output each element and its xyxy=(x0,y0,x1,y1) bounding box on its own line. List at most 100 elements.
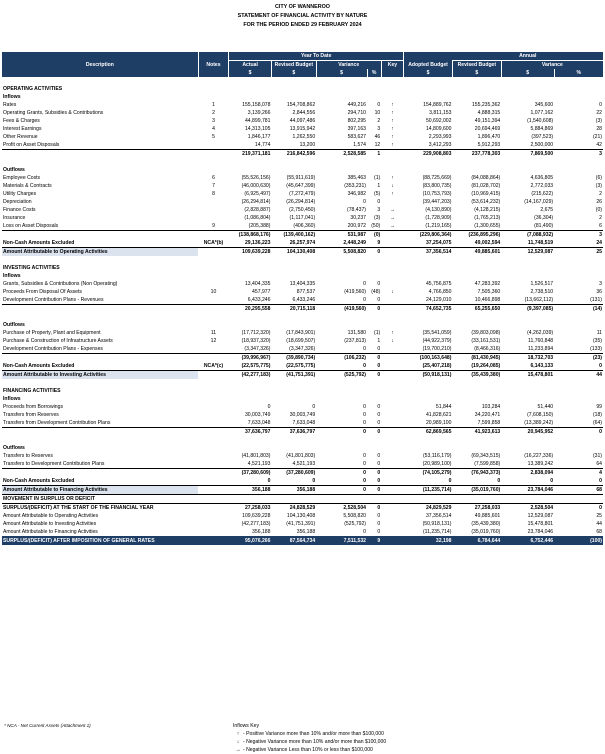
spacer-row xyxy=(2,379,603,387)
row-adopted-budget: (1,728,909) xyxy=(425,215,452,221)
row-revised-budget: 6,433,246 xyxy=(292,297,316,303)
key-item: ↓ - Negative Variance more than 10% and/o… xyxy=(233,738,386,746)
row-description: Development Contribution Plans - Revenue… xyxy=(3,297,104,303)
row-annual-variance: (215,622) xyxy=(531,191,554,197)
row-annual-variance-pct: 0 xyxy=(599,478,602,484)
row-annual-variance: (7,088,932) xyxy=(501,230,555,239)
row-revised-budget: 26,257,974 xyxy=(289,240,316,246)
row-variance: 2,528,504 xyxy=(316,503,368,512)
row-revised-budget: 216,842,596 xyxy=(271,149,317,158)
row-annual-revised-budget: 0 xyxy=(497,478,501,484)
row-revised-budget: 30,003,749 xyxy=(289,412,316,418)
row-variance-pct: 0 xyxy=(367,370,382,379)
row-annual-variance: 23,784,046 xyxy=(501,485,555,495)
row-revised-budget: (139,400,162) xyxy=(271,230,317,239)
notes-header: Notes xyxy=(197,52,229,77)
row-annual-variance-pct: 25 xyxy=(596,513,602,519)
financial-activity-table: Description Notes Year To Date Annual Ac… xyxy=(2,52,603,545)
table-row: MOVEMENT IN SURPLUS OR DEFICIT xyxy=(2,494,603,504)
row-variance: (353,231) xyxy=(344,183,367,189)
row-variance-pct: 46 xyxy=(374,134,381,140)
row-annual-variance: 1,526,517 xyxy=(530,281,554,287)
row-variance-pct: 12 xyxy=(374,142,381,148)
row-variance-pct: 0 xyxy=(367,304,382,313)
row-description: Depreciation xyxy=(3,199,32,205)
row-description: Amount Attributable to Operating Activit… xyxy=(3,513,99,519)
table-row: Outflows xyxy=(2,444,603,452)
row-annual-variance: 15,478,801 xyxy=(501,370,555,379)
row-revised-budget: (1,117,041) xyxy=(289,215,316,221)
row-annual-variance: 2,738,510 xyxy=(530,289,554,295)
row-revised-budget: 24,828,529 xyxy=(271,503,317,512)
row-note: 5 xyxy=(212,134,215,140)
row-annual-revised-budget: (39,803,098) xyxy=(471,330,501,336)
row-actual: (41,801,803) xyxy=(241,453,271,459)
row-actual: (26,294,814) xyxy=(241,199,271,205)
row-actual: (205,388) xyxy=(248,223,271,229)
table-row: Inflows xyxy=(2,272,603,280)
row-annual-revised-budget: (35,439,380) xyxy=(452,370,502,379)
row-revised-budget: 87,564,734 xyxy=(271,536,317,545)
table-row: Operating Grants, Subsidies & Contributi… xyxy=(2,109,603,117)
table-row: Non-Cash Amounts Excluded 0 0 0 0 0 0 0 0 xyxy=(2,477,603,486)
adopted-budget-header: Adopted Budget xyxy=(403,60,453,69)
row-annual-variance-pct: 4 xyxy=(554,468,603,477)
annual-revised-budget-header: Revised Budget xyxy=(451,60,502,69)
row-actual: 155,158,078 xyxy=(242,102,271,108)
row-description: SURPLUS/(DEFICIT) AFTER IMPOSITION OF GE… xyxy=(2,536,199,545)
row-variance: 5,508,820 xyxy=(316,247,368,256)
row-revised-budget: (2,750,450) xyxy=(289,207,316,213)
row-adopted-budget: (25,407,218) xyxy=(422,363,452,369)
row-annual-variance-pct: 26 xyxy=(596,199,602,205)
row-variance-pct: 0 xyxy=(367,247,382,256)
key-header: Key xyxy=(380,60,404,69)
row-revised-budget: 0 xyxy=(312,404,316,410)
row-actual: (42,277,183) xyxy=(241,521,271,527)
row-description: Finance Costs xyxy=(3,207,36,213)
table-row: Non-Cash Amounts Excluded NCA*(c) (22,575,… xyxy=(2,362,603,371)
row-note: 2 xyxy=(212,110,215,116)
row-annual-variance-pct: (131) xyxy=(590,297,602,303)
row-revised-budget: 877,537 xyxy=(296,289,316,295)
row-actual: (55,526,156) xyxy=(241,175,271,181)
row-annual-revised-budget: 155,235,362 xyxy=(471,102,501,108)
row-actual: 3,139,266 xyxy=(247,110,271,116)
row-revised-budget: 44,097,486 xyxy=(289,118,316,124)
row-variance-pct: 0 xyxy=(377,102,381,108)
row-description: Amount Attributable to Operating Activit… xyxy=(2,247,199,256)
row-description: Non-Cash Amounts Excluded xyxy=(3,363,75,369)
row-variance-pct: 0 xyxy=(377,199,381,205)
spacer-row xyxy=(2,77,603,85)
row-variance: 5,508,820 xyxy=(343,513,367,519)
table-row: Proceeds from Borrowings 0 0 0 0 51,844 103,28… xyxy=(2,403,603,411)
row-annual-revised-budget: (19,264,085) xyxy=(471,363,501,369)
row-adopted-budget: (53,116,179) xyxy=(422,453,452,459)
table-row: (39,996,967) (39,890,734) (106,232) 0 (100,1… xyxy=(2,353,603,362)
row-actual: 14,313,105 xyxy=(244,126,271,132)
row-note: 9 xyxy=(212,223,215,229)
table-row: FINANCING ACTIVITIES xyxy=(2,387,603,395)
row-adopted-budget: 20,989,100 xyxy=(425,420,452,426)
row-annual-revised-budget: 49,002,594 xyxy=(474,240,501,246)
row-variance-pct: (1) xyxy=(374,175,381,181)
row-description: Transfers to Development Contribution Pl… xyxy=(3,461,105,467)
row-annual-revised-budget: (1,300,655) xyxy=(474,223,501,229)
row-annual-variance-pct: 68 xyxy=(554,485,603,495)
row-variance: (419,560) xyxy=(316,304,368,313)
row-description: Amount Attributable to Investing Activit… xyxy=(3,521,97,527)
row-actual: 0 xyxy=(267,478,271,484)
row-description: Outflows xyxy=(3,322,25,328)
row-adopted-budget: (4,130,890) xyxy=(425,207,452,213)
row-actual: (138,868,176) xyxy=(228,230,272,239)
row-description: Fees & Charges xyxy=(3,118,40,124)
row-variance-pct: (3) xyxy=(374,215,381,221)
row-adopted-budget: (11,235,714) xyxy=(422,529,452,535)
row-annual-variance: 4,636,805 xyxy=(530,175,554,181)
row-variance: 397,163 xyxy=(347,126,367,132)
row-variance-pct: 0 xyxy=(367,353,382,362)
table-row: Grants, Subsidies & Contributions (Non O… xyxy=(2,280,603,288)
row-variance-pct: 0 xyxy=(377,461,381,467)
row-annual-variance: 18,732,703 xyxy=(501,353,555,362)
row-variance: 0 xyxy=(316,468,368,477)
row-variance-pct: 0 xyxy=(377,420,381,426)
